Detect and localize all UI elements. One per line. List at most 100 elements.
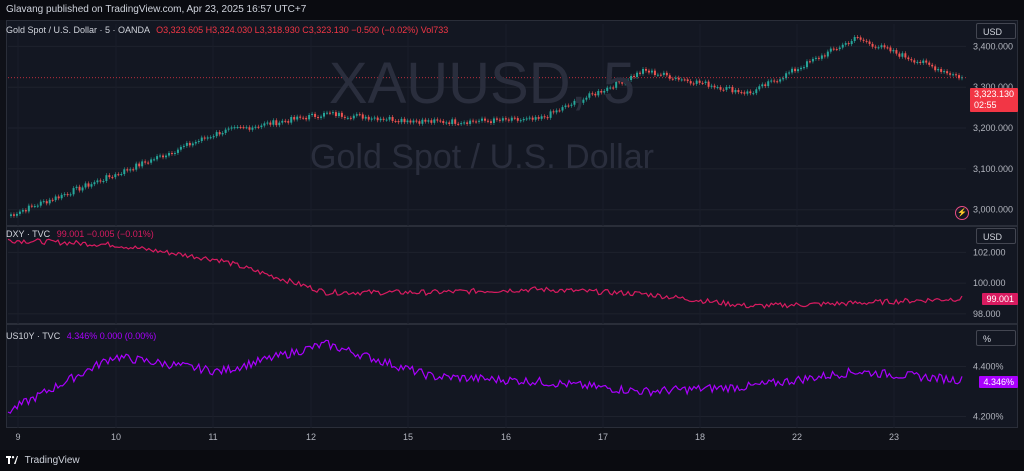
gold-candle bbox=[379, 118, 382, 121]
us10y-panel[interactable] bbox=[6, 324, 1018, 428]
gold-candle bbox=[260, 125, 263, 128]
y-tick-label: 98.000 bbox=[973, 309, 1001, 319]
gold-candle bbox=[45, 201, 48, 204]
gold-candle bbox=[418, 121, 421, 124]
x-tick-label: 16 bbox=[501, 432, 511, 442]
gold-candle bbox=[263, 123, 266, 126]
gold-candle bbox=[403, 118, 406, 123]
x-tick-label: 9 bbox=[15, 432, 20, 442]
gold-candle bbox=[841, 44, 844, 48]
dxy-panel[interactable] bbox=[6, 226, 1018, 324]
gold-candle bbox=[609, 87, 612, 89]
x-tick-label: 18 bbox=[695, 432, 705, 442]
gold-candle bbox=[716, 87, 719, 89]
gold-candle bbox=[42, 201, 45, 203]
gold-candle bbox=[859, 37, 862, 40]
gold-candle bbox=[323, 112, 326, 117]
gold-candle bbox=[746, 91, 749, 94]
gold-candle bbox=[865, 40, 868, 42]
gold-candle bbox=[215, 132, 218, 137]
gold-candle bbox=[528, 117, 531, 119]
gold-candle bbox=[364, 116, 367, 119]
x-tick-label: 12 bbox=[306, 432, 316, 442]
dxy-axis-unit[interactable]: USD bbox=[976, 228, 1016, 244]
gold-candle bbox=[81, 187, 84, 191]
y-tick-label: 3,100.000 bbox=[973, 164, 1013, 174]
gold-candle bbox=[802, 67, 805, 69]
gold-candle bbox=[856, 36, 859, 38]
gold-candle bbox=[340, 112, 343, 117]
gold-candle bbox=[788, 72, 791, 74]
gold-candle bbox=[39, 201, 42, 206]
gold-axis-unit[interactable]: USD bbox=[976, 23, 1016, 39]
gold-candle bbox=[60, 194, 63, 199]
gold-candle bbox=[167, 153, 170, 156]
gold-candle bbox=[895, 50, 898, 54]
x-tick-label: 22 bbox=[792, 432, 802, 442]
gold-candle bbox=[937, 69, 940, 71]
gold-candle bbox=[373, 117, 376, 119]
gold-candle bbox=[170, 153, 173, 155]
gold-candle bbox=[320, 116, 323, 118]
gold-candle bbox=[325, 112, 328, 114]
gold-candle bbox=[573, 100, 576, 105]
gold-candle bbox=[296, 116, 299, 120]
lightning-icon[interactable]: ⚡ bbox=[955, 206, 969, 220]
gold-candle bbox=[469, 120, 472, 124]
gold-candle bbox=[221, 132, 224, 135]
gold-candle bbox=[838, 47, 841, 50]
gold-candle bbox=[9, 214, 12, 216]
gold-candle bbox=[531, 117, 534, 120]
published-text: Glavang published on TradingView.com, Ap… bbox=[6, 4, 307, 15]
us10y-legend: US10Y · TVC 4.346% 0.000 (0.00%) bbox=[6, 331, 156, 341]
gold-candle bbox=[475, 121, 478, 123]
footer-brand: TradingView bbox=[24, 455, 80, 466]
gold-candle bbox=[767, 81, 770, 87]
gold-candle bbox=[281, 120, 284, 123]
gold-candle bbox=[433, 119, 436, 123]
gold-candle bbox=[203, 137, 206, 139]
gold-panel[interactable] bbox=[6, 20, 1018, 226]
gold-candle bbox=[755, 89, 758, 94]
gold-candle bbox=[472, 120, 475, 122]
gold-candle bbox=[844, 43, 847, 45]
gold-candle bbox=[695, 80, 698, 84]
gold-candle bbox=[150, 159, 153, 163]
gold-candle bbox=[823, 55, 826, 57]
gold-candle bbox=[570, 104, 573, 106]
gold-candle bbox=[808, 61, 811, 63]
gold-candle bbox=[48, 199, 51, 204]
gold-candle bbox=[165, 155, 168, 158]
gold-candle bbox=[430, 120, 433, 123]
gold-candle bbox=[740, 92, 743, 94]
gold-candle bbox=[24, 210, 27, 212]
gold-candle bbox=[209, 137, 212, 139]
gold-candle bbox=[749, 91, 752, 94]
gold-candle bbox=[406, 120, 409, 123]
x-tick-label: 15 bbox=[403, 432, 413, 442]
gold-candle bbox=[597, 90, 600, 96]
gold-candle bbox=[615, 81, 618, 88]
gold-candle bbox=[245, 127, 248, 129]
gold-candle bbox=[862, 39, 865, 41]
gold-candle bbox=[120, 174, 123, 176]
gold-candle bbox=[242, 127, 245, 129]
gold-candle bbox=[290, 116, 293, 123]
gold-candle bbox=[460, 123, 463, 125]
gold-candle bbox=[144, 161, 147, 163]
gold-candle bbox=[495, 118, 498, 120]
gold-candle bbox=[633, 75, 636, 77]
gold-candle bbox=[922, 60, 925, 64]
gold-candle bbox=[481, 118, 484, 121]
gold-candle bbox=[114, 174, 117, 178]
gold-candle bbox=[200, 137, 203, 142]
gold-candle bbox=[642, 68, 645, 74]
gold-candle bbox=[946, 71, 949, 74]
gold-candle bbox=[504, 118, 507, 120]
gold-candle bbox=[179, 146, 182, 150]
gold-candle bbox=[126, 169, 129, 171]
us10y-axis-unit[interactable]: % bbox=[976, 330, 1016, 346]
gold-candle bbox=[400, 118, 403, 123]
gold-candle bbox=[278, 122, 281, 126]
